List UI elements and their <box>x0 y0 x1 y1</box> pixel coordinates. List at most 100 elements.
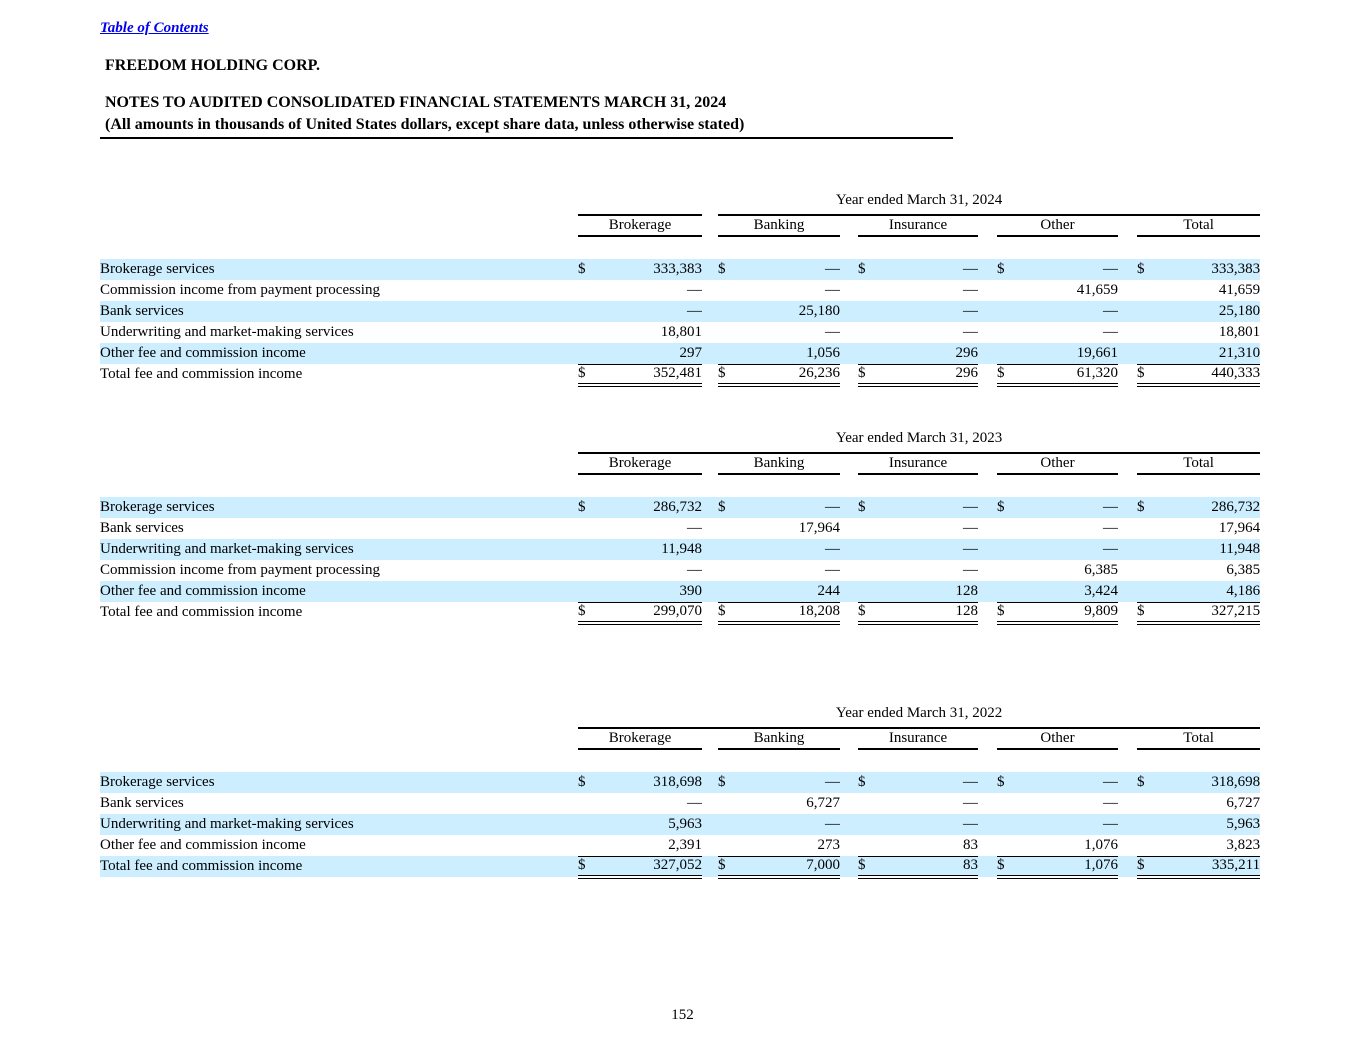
spacer-cell <box>100 190 578 211</box>
col-header-insurance: Insurance <box>858 728 978 750</box>
spacer-cell <box>1118 215 1137 236</box>
row-label: Other fee and commission income <box>100 837 306 853</box>
dollar-sign <box>997 581 1015 603</box>
dollar-sign: $ <box>578 772 596 793</box>
spacer-cell <box>1118 772 1137 793</box>
cell-value: — <box>1103 795 1118 811</box>
col-header-total: Total <box>1137 215 1261 237</box>
spacer-cell <box>840 560 858 581</box>
col-header-banking: Banking <box>718 215 840 237</box>
row-label: Other fee and commission income <box>100 581 578 602</box>
spacer-cell <box>1118 343 1137 364</box>
dollar-sign <box>578 581 596 603</box>
dollar-sign <box>1137 343 1155 365</box>
cell-value: 390 <box>596 581 702 603</box>
cell-value: 83 <box>876 856 978 879</box>
table-of-contents-link[interactable]: Table of Contents <box>100 20 209 36</box>
fee-commission-table-2022-container: Year ended March 31, 2022 Brokerage Bankin… <box>100 703 1261 879</box>
cell-value: 4,186 <box>1155 581 1261 603</box>
spacer-cell <box>840 539 858 560</box>
spacer-cell <box>702 793 718 814</box>
spacer-cell <box>840 343 858 364</box>
page-number: 152 <box>671 1007 694 1023</box>
spacer-cell <box>1118 259 1137 280</box>
spacer-cell <box>840 772 858 793</box>
year-rule-row <box>100 211 1261 216</box>
cell-value: 9,809 <box>1015 602 1118 625</box>
row-label: Commission income from payment processin… <box>100 562 380 578</box>
table-row: Other fee and commission income 390 244 128… <box>100 581 1261 603</box>
dollar-sign: $ <box>718 772 736 793</box>
dollar-sign: $ <box>858 856 876 879</box>
dollar-sign <box>858 343 876 365</box>
spacer-cell <box>840 301 858 322</box>
year-rule-segment <box>578 211 702 216</box>
cell-value: — <box>1015 301 1118 322</box>
spacer-cell <box>1118 364 1137 385</box>
cell-value: — <box>1015 772 1118 793</box>
table-row: Other fee and commission income 297 1,056 2… <box>100 343 1261 365</box>
col-header-banking: Banking <box>718 453 840 475</box>
dollar-sign: $ <box>1137 856 1155 879</box>
dollar-sign <box>997 560 1015 581</box>
spacer-cell <box>702 560 718 581</box>
dollar-sign <box>578 280 596 301</box>
cell-value: 6,727 <box>806 795 840 811</box>
spacer-cell <box>702 772 718 793</box>
cell-value: — <box>736 497 840 518</box>
dollar-sign: $ <box>578 856 596 879</box>
cell-value: 5,963 <box>1155 814 1261 835</box>
spacer-cell <box>100 236 1260 259</box>
spacer-cell <box>840 215 858 236</box>
spacer-cell <box>702 364 718 385</box>
cell-value: 1,076 <box>1015 856 1118 879</box>
spacer-cell <box>978 539 997 560</box>
cell-value: — <box>876 259 978 280</box>
row-label: Commission income from payment processin… <box>100 282 380 298</box>
spacer-cell <box>702 835 718 856</box>
spacer-cell <box>840 581 858 602</box>
cell-value: 318,698 <box>1155 772 1261 793</box>
dollar-sign <box>1137 835 1155 857</box>
year-header: Year ended March 31, 2023 <box>835 430 1003 446</box>
cell-value: 17,964 <box>1218 520 1261 536</box>
cell-value: 41,659 <box>1076 282 1118 298</box>
cell-value: 128 <box>876 581 978 603</box>
dollar-sign <box>1137 581 1155 603</box>
table-row: Brokerage services $286,732 $ — $ — $ — $286,732 <box>100 497 1261 518</box>
cell-value: — <box>1015 539 1118 560</box>
spacer-cell <box>1118 453 1137 474</box>
table-row: Underwriting and market-making services 1… <box>100 539 1261 560</box>
dollar-sign <box>858 560 876 581</box>
dollar-sign <box>718 814 736 835</box>
table-row: Underwriting and market-making services 1… <box>100 322 1260 343</box>
dollar-sign <box>718 301 736 322</box>
cell-value: 440,333 <box>1155 364 1261 387</box>
spacer-cell <box>1118 560 1137 581</box>
table-row: Underwriting and market-making services 5… <box>100 814 1261 835</box>
spacer-cell <box>100 215 578 236</box>
dollar-sign <box>718 343 736 365</box>
spacer-cell <box>840 453 858 474</box>
cell-value: 327,052 <box>596 856 702 879</box>
cell-value: 18,208 <box>736 602 840 625</box>
cell-value: 6,385 <box>1084 562 1118 578</box>
cell-value: 297 <box>596 343 702 365</box>
spacer-cell <box>1118 301 1137 322</box>
dollar-sign: $ <box>1137 364 1155 387</box>
dollar-sign: $ <box>858 772 876 793</box>
cell-value: 273 <box>736 835 840 857</box>
column-header-row: Brokerage Banking Insurance Other Total <box>100 728 1261 750</box>
dollar-sign <box>1137 560 1155 581</box>
col-header-brokerage: Brokerage <box>578 215 702 237</box>
cell-value: 83 <box>876 835 978 857</box>
spacer-cell <box>1118 814 1137 835</box>
spacer-cell <box>1118 518 1137 539</box>
col-header-total: Total <box>1137 728 1261 750</box>
table-row: Brokerage services $318,698 $ — $ — $ — $318,698 <box>100 772 1261 793</box>
row-label: Underwriting and market-making services <box>100 539 578 560</box>
dollar-sign: $ <box>858 497 876 518</box>
spacer-cell <box>840 280 858 301</box>
table-row: Commission income from payment processin… <box>100 280 1260 301</box>
spacer-cell <box>978 793 997 814</box>
